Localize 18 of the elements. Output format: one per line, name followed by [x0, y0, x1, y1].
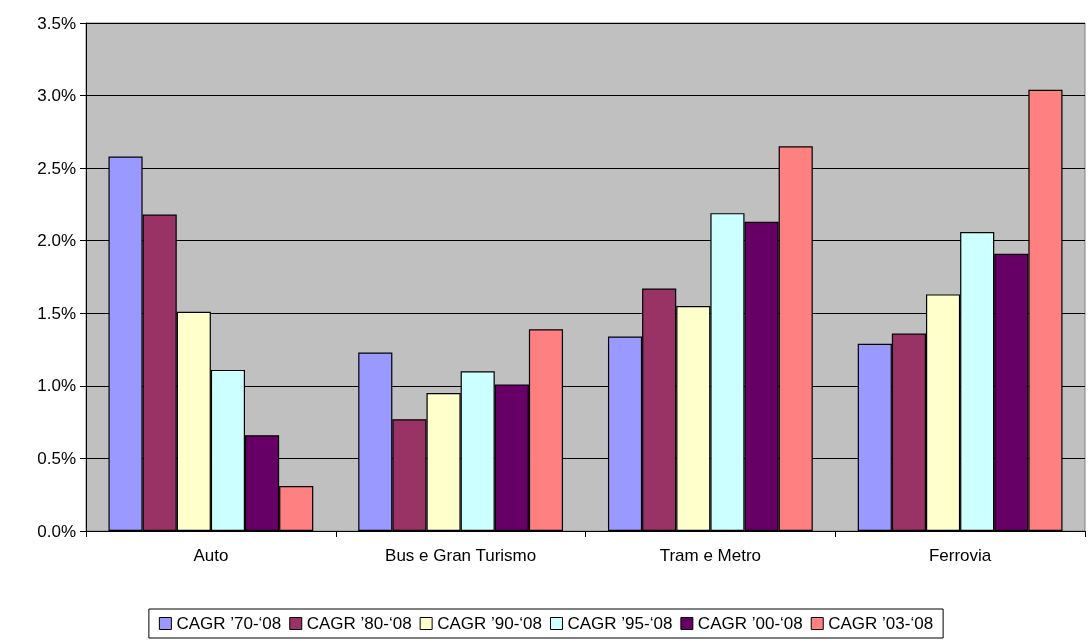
- y-tick-label: 0.5%: [37, 448, 76, 468]
- legend-label: CAGR ’00-‘08: [697, 614, 803, 633]
- y-tick-label: 0.0%: [37, 521, 76, 541]
- y-tick-label: 3.5%: [37, 13, 76, 33]
- y-tick-label: 3.0%: [37, 86, 76, 106]
- x-tick-label: Tram e Metro: [659, 546, 762, 565]
- x-tick-label: Auto: [193, 546, 229, 565]
- legend-label: CAGR ’95-‘08: [567, 614, 673, 633]
- legend-label: CAGR ’03-‘08: [828, 614, 934, 633]
- y-tick-label: 1.5%: [37, 303, 76, 323]
- y-tick-label: 1.0%: [37, 376, 76, 396]
- y-tick-label: 2.5%: [37, 158, 76, 178]
- legend-label: CAGR ’90-‘08: [437, 614, 542, 633]
- y-tick-label: 2.0%: [37, 231, 76, 251]
- x-tick-label: Bus e Gran Turismo: [385, 546, 537, 565]
- x-tick-label: Ferrovia: [928, 546, 992, 565]
- legend-label: CAGR ’70-‘08: [176, 614, 282, 633]
- legend-label: CAGR ’80-‘08: [306, 614, 412, 633]
